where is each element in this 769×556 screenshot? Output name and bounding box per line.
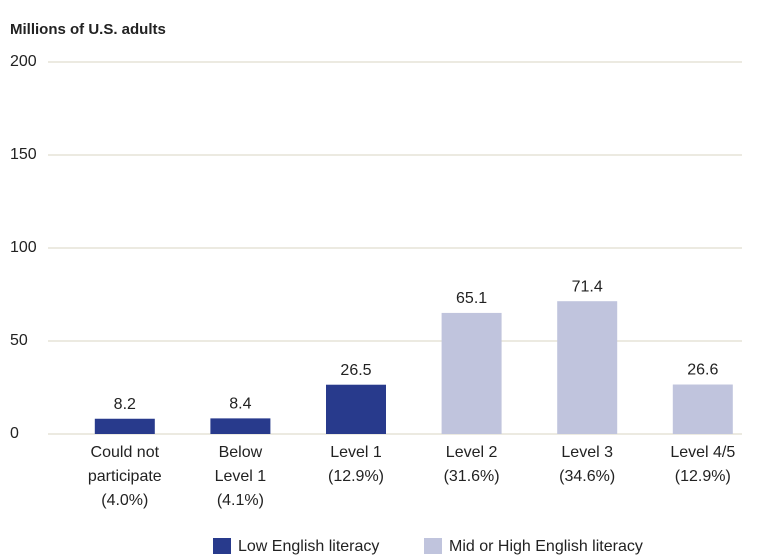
legend-label: Low English literacy — [238, 538, 379, 555]
value-label: 8.2 — [114, 396, 136, 413]
x-tick-label: Level 2 — [446, 444, 498, 461]
value-label: 71.4 — [572, 278, 603, 295]
x-tick-label: (12.9%) — [328, 468, 384, 485]
bar — [94, 418, 155, 434]
x-tick-label: (31.6%) — [444, 468, 500, 485]
x-tick-label: (34.6%) — [559, 468, 615, 485]
x-tick-label: Could not — [91, 444, 160, 461]
x-tick-label: Level 1 — [215, 468, 267, 485]
value-label: 26.6 — [687, 362, 718, 379]
legend-swatch — [424, 538, 442, 554]
y-tick-label: 0 — [10, 425, 19, 442]
x-tick-label: Below — [219, 444, 263, 461]
x-tick-label: participate — [88, 468, 162, 485]
x-tick-label: (4.1%) — [217, 492, 264, 509]
value-label: 8.4 — [229, 396, 251, 413]
bar — [441, 312, 502, 434]
y-tick-label: 200 — [10, 53, 37, 70]
x-tick-label: (4.0%) — [101, 492, 148, 509]
x-tick-label: Level 1 — [330, 444, 382, 461]
bar — [672, 384, 733, 434]
y-tick-label: 100 — [10, 239, 37, 256]
y-tick-label: 150 — [10, 146, 37, 163]
bar — [210, 418, 271, 434]
bar — [326, 384, 386, 434]
bar — [557, 301, 618, 434]
value-label: 26.5 — [340, 362, 371, 379]
x-tick-label: Level 3 — [561, 444, 613, 461]
x-tick-label: Level 4/5 — [670, 444, 735, 461]
value-label: 65.1 — [456, 290, 487, 307]
y-tick-label: 50 — [10, 332, 28, 349]
legend-swatch — [213, 538, 231, 554]
legend-label: Mid or High English literacy — [449, 538, 643, 555]
y-axis-label: Millions of U.S. adults — [10, 21, 166, 38]
x-tick-label: (12.9%) — [675, 468, 731, 485]
